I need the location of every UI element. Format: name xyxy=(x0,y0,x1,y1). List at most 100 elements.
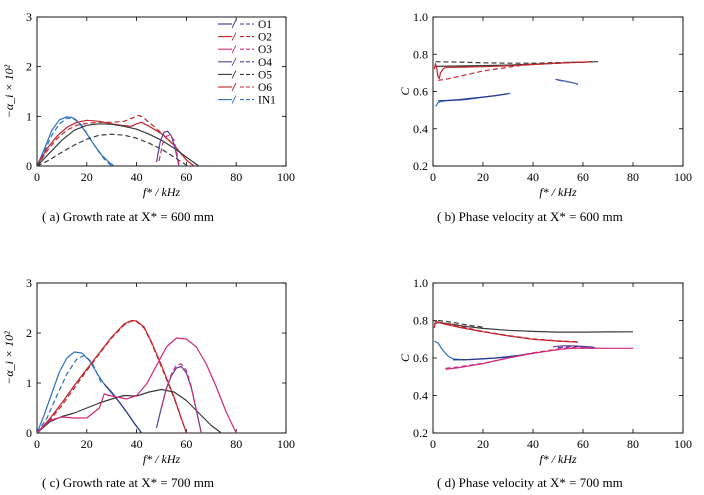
legend-slash xyxy=(231,44,237,54)
y-tick-label: 0.8 xyxy=(413,47,428,61)
x-tick-label: 100 xyxy=(277,170,295,184)
x-tick-label: 20 xyxy=(477,437,489,451)
y-tick-label: 0.6 xyxy=(413,351,428,365)
legend-slash xyxy=(231,95,237,104)
series-line xyxy=(437,61,591,81)
series-line xyxy=(37,354,103,433)
x-tick-label: 60 xyxy=(577,170,589,184)
caption-c: ( c) Growth rate at X* = 700 mm xyxy=(42,475,214,490)
series-line xyxy=(557,345,596,349)
legend-slash xyxy=(231,70,237,79)
series-line xyxy=(37,388,222,433)
y-tick-label: 0.8 xyxy=(413,314,428,328)
series-line xyxy=(103,383,143,433)
legend-slash xyxy=(231,19,237,29)
plot-frame xyxy=(36,282,287,434)
x-tick-label: 80 xyxy=(627,437,639,451)
series-line xyxy=(434,321,634,333)
series-line xyxy=(160,363,202,433)
legend-slash xyxy=(231,32,237,41)
x-tick-label: 0 xyxy=(430,437,436,451)
series-line xyxy=(37,117,113,166)
series-line xyxy=(437,321,579,343)
x-axis-label: f* / kHz xyxy=(143,452,181,466)
y-tick-label: 1.0 xyxy=(413,10,428,24)
series-line xyxy=(158,134,180,166)
series-line xyxy=(445,347,633,370)
series-line xyxy=(437,93,509,102)
caption-d: ( d) Phase velocity at X* = 700 mm xyxy=(437,475,623,490)
x-tick-label: 0 xyxy=(34,170,40,184)
x-tick-label: 40 xyxy=(131,170,143,184)
series-line xyxy=(437,319,484,328)
x-tick-label: 60 xyxy=(180,437,192,451)
series-line xyxy=(37,123,200,166)
series-line xyxy=(433,61,591,80)
plot-frame xyxy=(36,16,287,167)
series-line xyxy=(37,337,237,433)
series-line xyxy=(155,130,180,166)
x-tick-label: 0 xyxy=(430,170,436,184)
y-axis-label: −α_i × 10² xyxy=(2,331,16,385)
x-tick-label: 20 xyxy=(81,437,93,451)
y-tick-label: 2 xyxy=(26,326,32,340)
chart-c: 0 20 40 60 80 100 0 1 2 3 f* / kHz −α_i × 10² xyxy=(2,276,295,466)
x-tick-label: 0 xyxy=(34,437,40,451)
y-tick-label: 0 xyxy=(26,426,32,440)
legend-label: O3 xyxy=(258,44,272,56)
x-tick-label: 60 xyxy=(180,170,192,184)
x-tick-label: 80 xyxy=(627,170,639,184)
y-tick-label: 0 xyxy=(26,159,32,173)
x-tick-label: 20 xyxy=(81,170,93,184)
series-line xyxy=(37,119,195,166)
x-tick-label: 40 xyxy=(527,170,539,184)
y-axis-label: −α_i × 10² xyxy=(2,64,16,118)
series-line xyxy=(434,340,534,361)
y-axis-label: C xyxy=(398,353,412,362)
plot-frame xyxy=(432,282,684,434)
legend-label: O2 xyxy=(258,32,272,44)
legend-label: O5 xyxy=(258,69,272,81)
chart-d: 0 20 40 60 80 100 0.2 0.4 0.6 0.8 1.0 f* / kHz C xyxy=(398,276,692,466)
y-tick-label: 0.4 xyxy=(413,389,428,403)
legend-label: O4 xyxy=(258,57,272,69)
x-axis-label: f* / kHz xyxy=(539,185,577,199)
series-line xyxy=(452,351,539,361)
caption-a: ( a) Growth rate at X* = 600 mm xyxy=(42,209,214,224)
series-line xyxy=(433,319,579,343)
legend-label: O1 xyxy=(258,19,272,31)
caption-b: ( b) Phase velocity at X* = 600 mm xyxy=(437,209,623,224)
x-tick-label: 100 xyxy=(277,437,295,451)
x-tick-label: 100 xyxy=(674,437,692,451)
y-tick-label: 0.6 xyxy=(413,85,428,99)
series-line xyxy=(37,320,187,433)
y-tick-label: 1.0 xyxy=(413,276,428,290)
y-tick-label: 2 xyxy=(26,60,32,74)
series-line xyxy=(557,79,579,85)
y-tick-label: 3 xyxy=(26,276,32,290)
x-tick-label: 40 xyxy=(527,437,539,451)
x-tick-label: 60 xyxy=(577,437,589,451)
y-tick-label: 3 xyxy=(26,10,32,24)
series-line xyxy=(37,133,187,166)
plot-frame xyxy=(432,16,684,167)
legend-slash xyxy=(231,57,237,67)
x-tick-label: 100 xyxy=(674,170,692,184)
x-tick-label: 20 xyxy=(477,170,489,184)
chart-b: 0 20 40 60 80 100 0.2 0.4 0.6 0.8 1.0 f* / kHz C xyxy=(398,10,692,199)
legend-label: IN1 xyxy=(258,95,276,107)
x-tick-label: 40 xyxy=(131,437,143,451)
x-axis-label: f* / kHz xyxy=(539,452,577,466)
y-axis-label: C xyxy=(398,87,412,96)
series-line xyxy=(435,61,596,64)
x-axis-label: f* / kHz xyxy=(143,185,181,199)
chart-a: 0 20 40 60 80 100 0 1 2 3 f* / kHz −α_i × 10² xyxy=(2,10,295,199)
x-tick-label: 80 xyxy=(230,437,242,451)
y-tick-label: 0.2 xyxy=(413,426,428,440)
y-tick-label: 1 xyxy=(26,109,32,123)
series-line xyxy=(445,346,596,369)
legend-label: O6 xyxy=(258,82,272,94)
y-tick-label: 1 xyxy=(26,376,32,390)
y-tick-label: 0.4 xyxy=(413,122,428,136)
